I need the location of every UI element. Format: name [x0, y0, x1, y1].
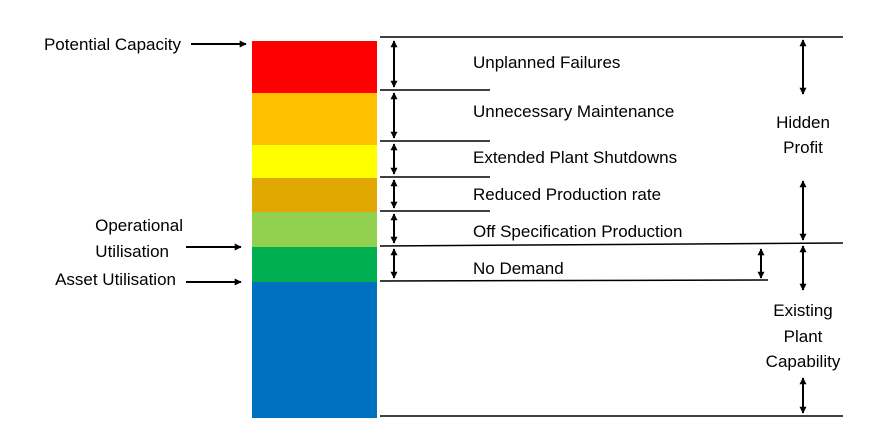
divider-lines: [379, 36, 844, 417]
segment-unplanned-failures: [252, 41, 377, 93]
existing-capability-label-line1: Existing: [773, 301, 833, 320]
existing-capability-label-line2: Plant: [784, 327, 823, 346]
segment-label: Extended Plant Shutdowns: [473, 148, 677, 167]
existing-capability-label-line3: Capability: [766, 352, 841, 371]
segment-label: Unplanned Failures: [473, 53, 620, 72]
hidden-profit-label-line2: Profit: [783, 138, 823, 157]
segment-no-demand: [252, 247, 377, 282]
hidden-profit-label-line1: Hidden: [776, 113, 830, 132]
segment-label: Unnecessary Maintenance: [473, 102, 674, 121]
asset-line: [379, 279, 769, 282]
segment-off-spec: [252, 212, 377, 247]
operational-label-line1: Operational: [95, 216, 183, 235]
segment-reduced-production: [252, 178, 377, 212]
pointer-arrows: [186, 40, 247, 286]
segment-arrows: [390, 40, 765, 279]
segment-unnecessary-maintenance: [252, 93, 377, 145]
segment-base-capacity: [252, 282, 377, 418]
segment-label: No Demand: [473, 259, 564, 278]
operational-label-line2: Utilisation: [95, 242, 169, 261]
segment-extended-shutdowns: [252, 145, 377, 178]
asset-utilisation-label: Asset Utilisation: [55, 270, 176, 289]
potential-capacity-label: Potential Capacity: [44, 35, 182, 54]
segment-label: Off Specification Production: [473, 222, 682, 241]
operational-line: [379, 242, 844, 247]
segment-label: Reduced Production rate: [473, 185, 661, 204]
